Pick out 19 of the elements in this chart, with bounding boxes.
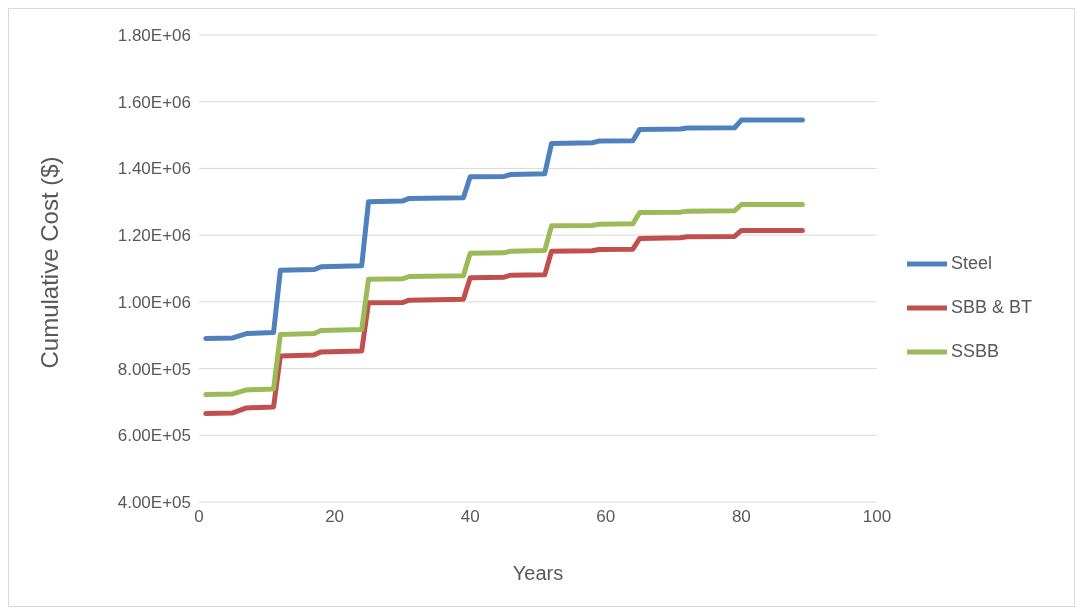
x-tick-label: 60 (596, 507, 616, 527)
x-tick-label: 100 (862, 507, 892, 527)
y-tick-label: 4.00E+05 (117, 493, 191, 513)
x-tick-label: 80 (731, 507, 751, 527)
x-axis-title: Years (512, 562, 564, 584)
x-tick-label: 20 (325, 507, 345, 527)
y-tick-label: 1.40E+06 (117, 159, 191, 179)
y-tick-label: 8.00E+05 (117, 359, 191, 379)
legend-label: SBB & BT (950, 296, 1032, 317)
legend-label: Steel (950, 252, 992, 273)
y-tick-label: 6.00E+05 (117, 426, 191, 446)
y-tick-label: 1.80E+06 (117, 26, 191, 46)
x-tick-label: 0 (194, 507, 204, 527)
legend-label: SSBB (950, 340, 999, 361)
y-tick-label: 1.00E+06 (117, 292, 191, 312)
y-tick-label: 1.60E+06 (117, 92, 191, 112)
y-axis-title: Cumulative Cost ($) (35, 156, 63, 369)
y-tick-label: 1.20E+06 (117, 226, 191, 246)
x-tick-label: 40 (460, 507, 480, 527)
